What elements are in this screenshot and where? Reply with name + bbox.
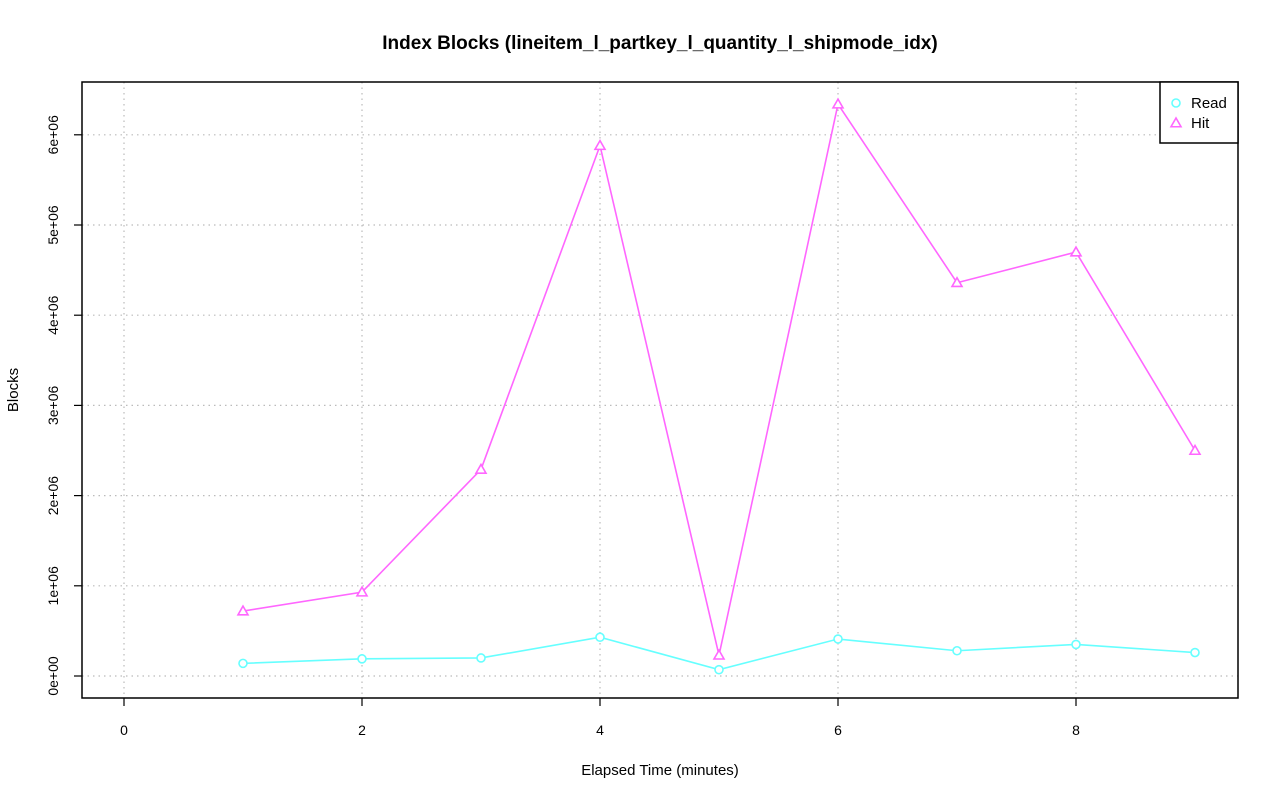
legend-label-hit: Hit: [1191, 115, 1210, 132]
data-point-read: [238, 658, 248, 669]
y-tick-label: 4e+06: [45, 295, 61, 335]
x-axis-label: Elapsed Time (minutes): [581, 762, 739, 779]
data-point-read: [952, 645, 962, 656]
data-point-read: [595, 632, 605, 643]
data-point-read: [833, 634, 843, 644]
x-tick-label: 6: [834, 722, 842, 738]
data-point-hit: [950, 276, 964, 288]
legend: Read Hit: [1159, 81, 1239, 144]
chart-title: Index Blocks (lineitem_l_partkey_l_quant…: [382, 33, 937, 54]
data-point-hit: [236, 604, 250, 616]
data-point-read: [476, 653, 486, 663]
data-point-read: [1190, 647, 1200, 658]
data-point-hit: [712, 648, 726, 660]
x-tick-label: 0: [120, 722, 128, 738]
data-point-hit: [1188, 443, 1202, 456]
y-tick-label: 5e+06: [45, 205, 61, 245]
y-axis: 0e+00 1e+06 2e+06 3e+06 4e+06 5e+06 6e+06: [45, 115, 82, 696]
data-point-hit: [593, 139, 607, 151]
x-tick-label: 2: [358, 722, 366, 738]
grid: [82, 82, 1238, 698]
data-point-hit: [355, 585, 369, 597]
plot-frame: [81, 81, 1239, 699]
legend-marker-hit: [1169, 116, 1183, 128]
x-tick-label: 8: [1072, 722, 1080, 738]
y-tick-label: 0e+00: [45, 656, 61, 696]
series-layer: [236, 97, 1202, 675]
legend-label-read: Read: [1191, 95, 1227, 112]
data-point-read: [357, 654, 367, 664]
data-point-hit: [474, 462, 488, 474]
data-point-read: [1071, 639, 1081, 650]
series-read: [238, 632, 1200, 675]
y-tick-label: 3e+06: [45, 386, 61, 426]
y-axis-label: Blocks: [5, 368, 22, 412]
data-point-hit: [831, 97, 845, 109]
y-tick-label: 1e+06: [45, 566, 61, 606]
data-point-hit: [1069, 245, 1083, 257]
series-hit: [236, 97, 1202, 660]
x-axis: 0 2 4 6 8: [120, 698, 1080, 738]
x-tick-label: 4: [596, 722, 604, 738]
legend-box: [1159, 81, 1239, 144]
legend-marker-read: [1171, 98, 1181, 108]
y-tick-label: 2e+06: [45, 476, 61, 516]
y-tick-label: 6e+06: [45, 115, 61, 155]
series-line-hit: [242, 102, 1196, 656]
data-point-read: [714, 664, 724, 675]
